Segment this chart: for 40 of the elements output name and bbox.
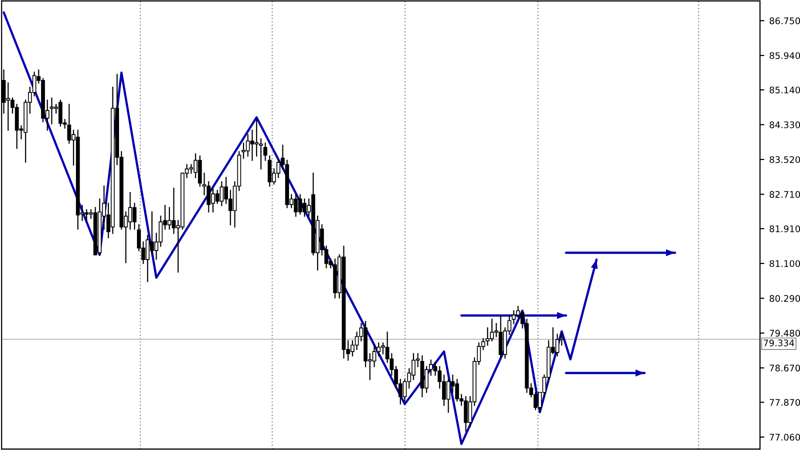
candlestick [446,378,450,413]
y-tick-label: 78.670 [770,364,800,372]
y-tick-label: 85.140 [770,86,800,94]
candlestick [146,234,150,282]
candlestick [294,194,298,217]
candlestick [67,104,72,144]
ref-line-label: 79.334 [764,340,794,346]
y-tick-label: 82.710 [770,191,800,198]
candlestick [372,344,376,368]
y-tick-label: 85.940 [770,52,800,60]
candlestick [228,190,232,226]
candlestick [298,194,302,215]
candlestick [189,164,194,174]
candlestick [455,378,460,402]
y-tick-label: 80.290 [770,294,800,302]
candlestick [50,97,54,124]
candlestick [167,207,172,230]
y-tick-label: 84.330 [770,121,800,128]
y-tick-label: 77.060 [770,434,800,441]
candlestick [555,334,560,356]
candlestick [58,100,62,127]
candlestick [486,327,490,346]
candlestick [464,396,468,432]
candlestick [498,314,503,359]
candlestick [250,130,254,161]
candlestick [254,118,259,157]
y-tick-label: 81.100 [770,260,800,268]
candlestick [258,138,263,170]
candlestick [14,104,19,149]
y-tick-label: 77.870 [770,398,800,406]
y-tick-label: 83.520 [770,156,800,164]
candlestick [215,190,220,204]
candlestick [84,209,89,222]
candlestick [172,188,176,234]
y-tick-label: 79.480 [770,330,800,337]
candlestick [6,82,10,131]
y-tick-label: 86.750 [770,17,800,24]
candlestick [220,181,224,206]
y-tick-label: 81.910 [770,225,800,232]
candlestick [246,134,250,157]
